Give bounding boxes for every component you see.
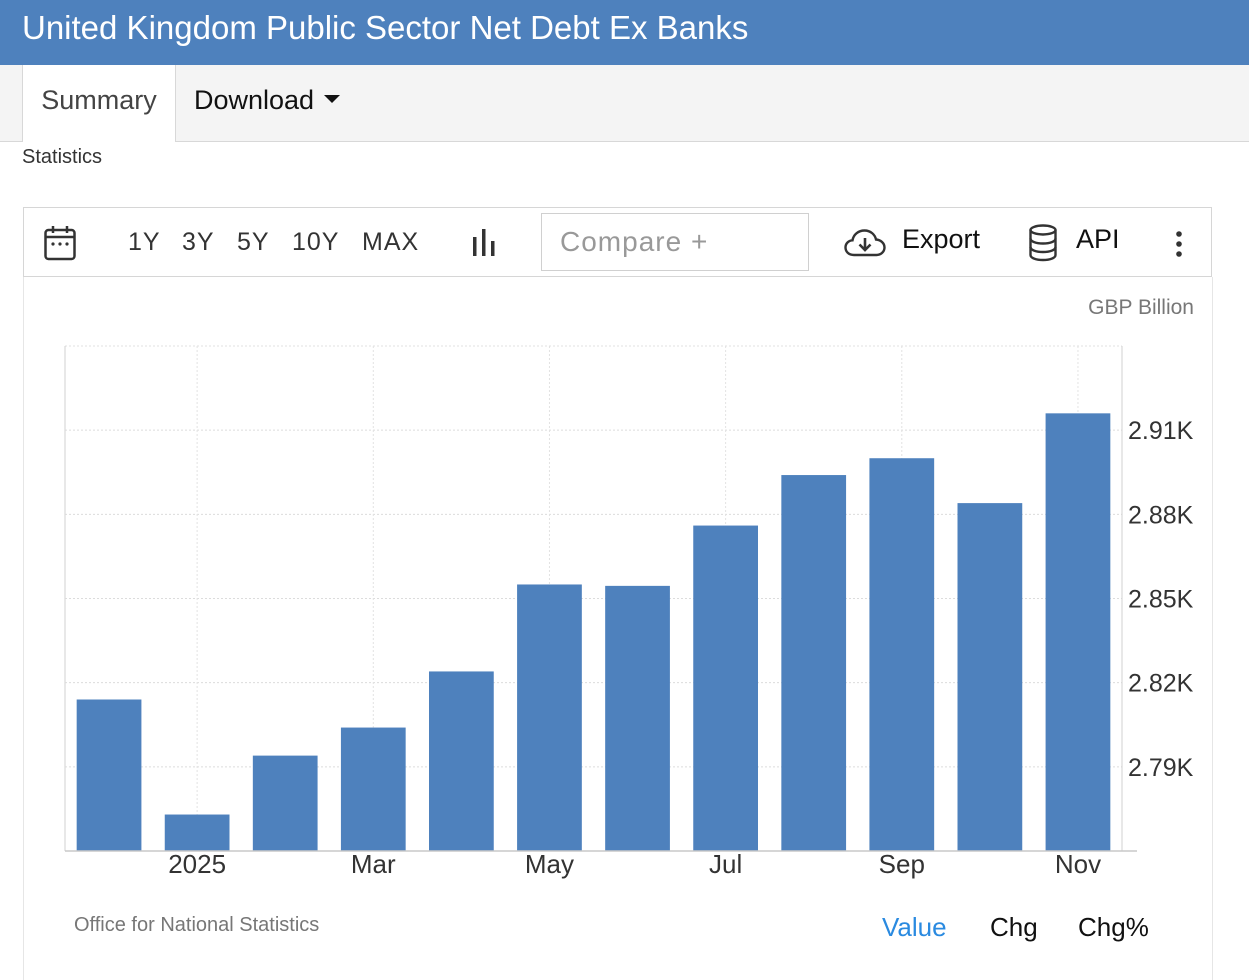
x-tick-label: May	[525, 849, 574, 879]
y-tick-label: 2.88K	[1128, 501, 1194, 529]
x-tick-label: Sep	[879, 849, 925, 879]
axis-layer: 2.79K 2.82K 2.85K 2.88K 2.91K 2025 Mar May Jul Se…	[65, 346, 1194, 879]
bar	[517, 584, 582, 851]
bar	[781, 475, 847, 851]
view-chg-pct-button[interactable]: Chg%	[1078, 912, 1149, 942]
database-icon[interactable]	[1028, 224, 1058, 267]
y-tick-label: 2.82K	[1128, 670, 1194, 698]
export-button[interactable]: Export	[902, 224, 981, 254]
x-tick-label: Mar	[351, 849, 396, 879]
bar	[76, 699, 142, 851]
calendar-icon[interactable]	[44, 225, 76, 266]
x-tick-label: Nov	[1055, 849, 1101, 879]
chart-panel	[23, 277, 1213, 980]
page-title: United Kingdom Public Sector Net Debt Ex…	[22, 9, 749, 46]
view-value-button[interactable]: Value	[882, 912, 947, 942]
bar	[252, 755, 318, 851]
range-max-button[interactable]: MAX	[362, 228, 420, 256]
section-label: Statistics	[22, 146, 103, 168]
bar	[957, 503, 1023, 851]
bar	[869, 458, 935, 851]
range-1y-button[interactable]: 1Y	[128, 228, 161, 256]
x-tick-label: Jul	[709, 849, 742, 879]
tab-download-label: Download	[194, 85, 315, 115]
title-bar: United Kingdom Public Sector Net Debt Ex…	[0, 0, 1249, 65]
cloud-download-icon[interactable]	[844, 228, 886, 263]
caret-down-icon	[324, 94, 341, 103]
tab-bar: Summary Download	[0, 65, 1249, 142]
unit-label: GBP Billion	[1088, 296, 1194, 319]
bar-chart: GBP Billion 2.79K 2.82K 2.85K 2.88K 2.91K 202…	[64, 296, 1194, 879]
range-5y-button[interactable]: 5Y	[237, 228, 270, 256]
bar	[693, 525, 758, 851]
bar	[164, 814, 230, 851]
y-tick-label: 2.85K	[1128, 586, 1194, 614]
y-tick-label: 2.91K	[1128, 417, 1194, 445]
source-label: Office for National Statistics	[74, 914, 320, 936]
compare-input[interactable]: Compare +	[541, 213, 809, 271]
bar-chart-icon[interactable]	[471, 228, 497, 261]
bar	[605, 585, 670, 851]
x-tick-label: 2025	[168, 849, 226, 879]
tab-download[interactable]: Download	[194, 65, 341, 142]
more-vertical-icon[interactable]	[1174, 231, 1184, 262]
bar	[1045, 413, 1111, 851]
bar	[340, 727, 406, 851]
range-3y-button[interactable]: 3Y	[182, 228, 215, 256]
view-chg-button[interactable]: Chg	[990, 912, 1038, 942]
tab-summary[interactable]: Summary	[22, 65, 176, 142]
range-10y-button[interactable]: 10Y	[292, 228, 340, 256]
chart-toolbar: 1Y 3Y 5Y 10Y MAX Compare + Export API	[23, 207, 1212, 277]
api-button[interactable]: API	[1076, 224, 1120, 254]
bar	[429, 671, 494, 851]
y-tick-label: 2.79K	[1128, 754, 1194, 782]
bar-layer	[76, 413, 1111, 851]
